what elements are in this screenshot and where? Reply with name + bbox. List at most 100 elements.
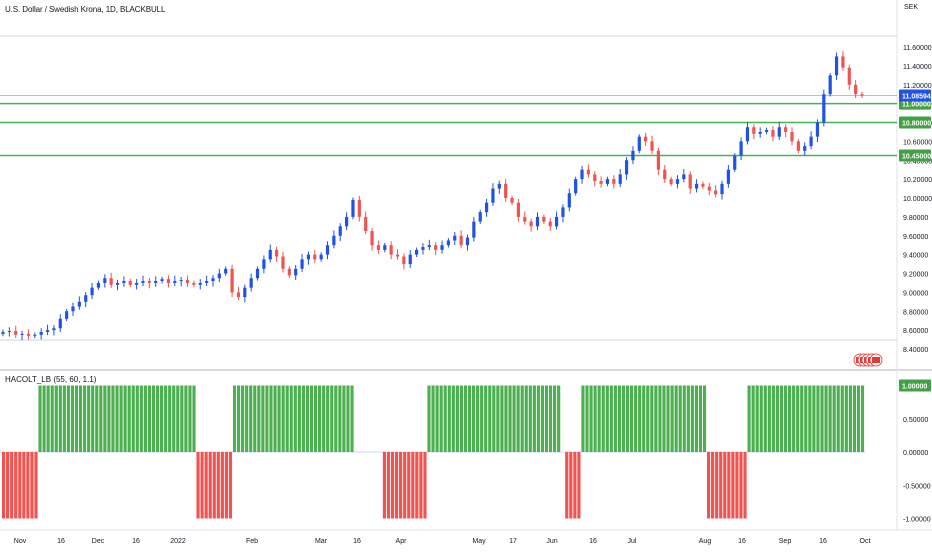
candle-body (58, 318, 62, 329)
indicator-bar (520, 385, 524, 452)
indicator-title: HACOLT_LB (55, 60, 1.1) (5, 375, 97, 384)
indicator-bar (536, 385, 540, 452)
indicator-bar (257, 385, 261, 452)
indicator-bar (346, 385, 350, 452)
indicator-last-label-bg (899, 379, 931, 392)
indicator-bar (755, 385, 759, 452)
indicator-bar (46, 385, 50, 452)
price-tick-label: 9.00000 (903, 290, 928, 297)
indicator-bar (18, 452, 22, 519)
time-tick-label: Nov (14, 538, 27, 545)
candle-body (472, 221, 476, 238)
indicator-bar (309, 385, 314, 452)
candle-body (370, 231, 374, 246)
indicator-bar (500, 385, 504, 452)
indicator-bar (747, 385, 751, 452)
indicator-bar (605, 385, 609, 452)
indicator-bar (771, 385, 775, 452)
candle-body (7, 331, 11, 333)
indicator-bar (196, 452, 200, 519)
candle-body (542, 216, 546, 222)
indicator-tick-label: 0.00000 (903, 450, 928, 457)
candle-body (395, 254, 400, 257)
indicator-tick-label: 0.50000 (903, 417, 928, 424)
time-tick-label: Apr (396, 538, 408, 545)
candle-body (446, 240, 451, 246)
candle-body (745, 127, 750, 142)
indicator-bar (463, 385, 468, 452)
indicator-bar (455, 385, 459, 452)
indicator-bar (779, 385, 784, 452)
candle-body (714, 190, 718, 195)
candle-body (764, 130, 769, 132)
indicator-bar (630, 385, 634, 452)
indicator-bar (634, 385, 638, 452)
candle-body (510, 198, 514, 203)
candle-body (752, 127, 756, 134)
candle-body (554, 216, 559, 227)
indicator-bar (269, 385, 273, 452)
time-tick-label: Feb (246, 538, 258, 545)
candle-body (294, 268, 298, 276)
last-price-label: 11.08594 (902, 94, 931, 101)
time-tick-label: Jul (628, 538, 637, 545)
indicator-bar (313, 385, 318, 452)
indicator-tick-label: -0.50000 (903, 483, 931, 490)
indicator-bar (330, 385, 334, 452)
candle-body (580, 169, 584, 180)
indicator-bar (638, 385, 642, 452)
time-tick-label: 16 (132, 538, 140, 545)
candle-body (33, 334, 37, 336)
candle-body (65, 311, 69, 319)
candle-body (605, 179, 610, 184)
indicator-bar (415, 452, 419, 519)
indicator-bar (172, 385, 176, 452)
candle-body (300, 259, 304, 269)
indicator-bar (678, 385, 682, 452)
price-tick-label: 9.60000 (903, 234, 928, 241)
indicator-bar (439, 385, 443, 452)
indicator-bar (62, 385, 66, 452)
candle-body (567, 193, 571, 208)
indicator-bar (694, 385, 698, 452)
candle-body (77, 301, 81, 307)
indicator-bar (508, 385, 512, 452)
grid-layer (0, 0, 932, 531)
indicator-bar (804, 385, 808, 452)
time-tick-label: Mar (315, 538, 328, 545)
indicator-bar (654, 385, 658, 452)
indicator-bar (601, 385, 605, 452)
chart-title: U.S. Dollar / Swedish Krona, 1D, BLACKBU… (5, 5, 166, 14)
indicator-bar (739, 452, 743, 519)
candle-body (854, 84, 858, 95)
indicator-bar (42, 385, 46, 452)
indicator-bar (99, 385, 103, 452)
candle-body (656, 150, 660, 170)
candle-body (453, 235, 457, 241)
candle-body (694, 183, 699, 189)
candle-body (796, 141, 800, 151)
indicator-bar (524, 385, 528, 452)
candle-body (39, 332, 43, 335)
indicator-bar (759, 385, 763, 452)
candle-body (497, 183, 501, 189)
indicator-bar (143, 385, 147, 452)
indicator-bar (386, 452, 391, 519)
indicator-bar (625, 385, 630, 452)
indicator-bar (123, 385, 127, 452)
time-tick-label: 16 (738, 538, 746, 545)
levels-layer (0, 95, 897, 157)
axis-layer: 8.40000 8.60000 8.80000 9.00000 9.20000 9.400… (14, 45, 932, 545)
candle-body (255, 268, 260, 279)
candle-body (784, 127, 788, 132)
candle-body (332, 235, 336, 246)
candle-body (160, 279, 164, 282)
indicator-bar (220, 452, 224, 519)
candle-body (504, 183, 508, 198)
indicator-bar (662, 385, 666, 452)
candle-body (166, 279, 171, 283)
candle-body (115, 282, 120, 285)
candle-body (720, 183, 724, 195)
indicator-bar (686, 385, 690, 452)
